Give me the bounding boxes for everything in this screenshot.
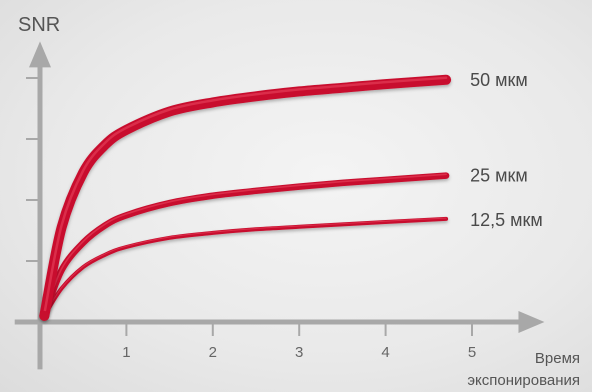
series-50um-line — [39, 74, 452, 321]
series-12-5um-label: 12,5 мкм — [470, 210, 543, 230]
x-tick-label-3: 3 — [295, 344, 303, 361]
y-axis-title: SNR — [18, 14, 60, 36]
series-25um-highlight — [43, 173, 447, 316]
x-tick-label-1: 1 — [122, 344, 130, 361]
series-25um-label: 25 мкм — [470, 166, 528, 186]
x-tick-label-4: 4 — [381, 344, 389, 361]
series-12-5um-highlight — [43, 217, 447, 316]
x-axis-title-line1: Время — [535, 350, 580, 367]
series-25um-line — [41, 172, 450, 320]
series-50um-label: 50 мкм — [470, 70, 528, 90]
x-tick-label-5: 5 — [468, 344, 476, 361]
x-axis-arrow — [518, 311, 545, 333]
origin-point — [39, 310, 50, 321]
series-50um-highlight — [43, 76, 448, 316]
x-axis-title-line2: экспонирования — [467, 372, 580, 389]
x-tick-label-2: 2 — [209, 344, 217, 361]
labels: 1 2 3 4 5 SNR Время экспонирования 12,5 мкм 25 мк… — [18, 14, 580, 389]
series-12-5um-line — [42, 216, 449, 318]
y-axis-arrow — [29, 41, 51, 68]
curves — [39, 74, 452, 321]
